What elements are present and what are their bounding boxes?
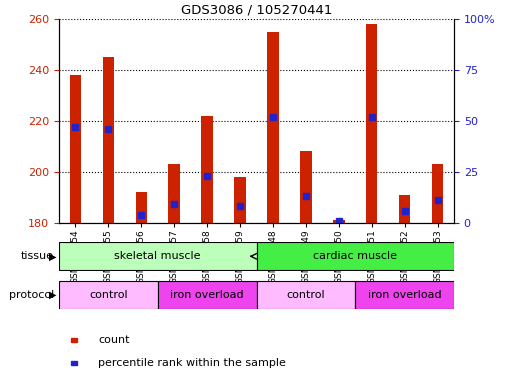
Text: iron overload: iron overload <box>170 290 244 300</box>
Text: percentile rank within the sample: percentile rank within the sample <box>98 358 286 368</box>
Bar <box>366 24 378 223</box>
Bar <box>202 116 213 223</box>
Bar <box>256 281 355 309</box>
Text: ▶: ▶ <box>49 251 56 262</box>
Text: skeletal muscle: skeletal muscle <box>114 251 201 262</box>
Bar <box>158 281 256 309</box>
Bar <box>399 195 410 223</box>
Bar <box>103 57 114 223</box>
Bar <box>71 361 77 365</box>
Text: iron overload: iron overload <box>368 290 442 300</box>
Text: count: count <box>98 335 130 345</box>
Text: control: control <box>287 290 325 300</box>
Bar <box>59 243 256 270</box>
Title: GDS3086 / 105270441: GDS3086 / 105270441 <box>181 3 332 17</box>
Bar <box>300 152 311 223</box>
Text: tissue: tissue <box>21 251 54 262</box>
Bar <box>355 281 454 309</box>
Bar <box>59 281 158 309</box>
Bar <box>256 243 454 270</box>
Bar <box>267 32 279 223</box>
Bar <box>70 75 81 223</box>
Bar <box>432 164 443 223</box>
Bar <box>135 192 147 223</box>
Text: protocol: protocol <box>9 290 54 300</box>
Text: control: control <box>89 290 128 300</box>
Bar <box>333 220 345 223</box>
Bar <box>234 177 246 223</box>
Text: cardiac muscle: cardiac muscle <box>313 251 397 262</box>
Bar <box>71 338 77 342</box>
Text: ▶: ▶ <box>49 290 56 300</box>
Bar <box>168 164 180 223</box>
